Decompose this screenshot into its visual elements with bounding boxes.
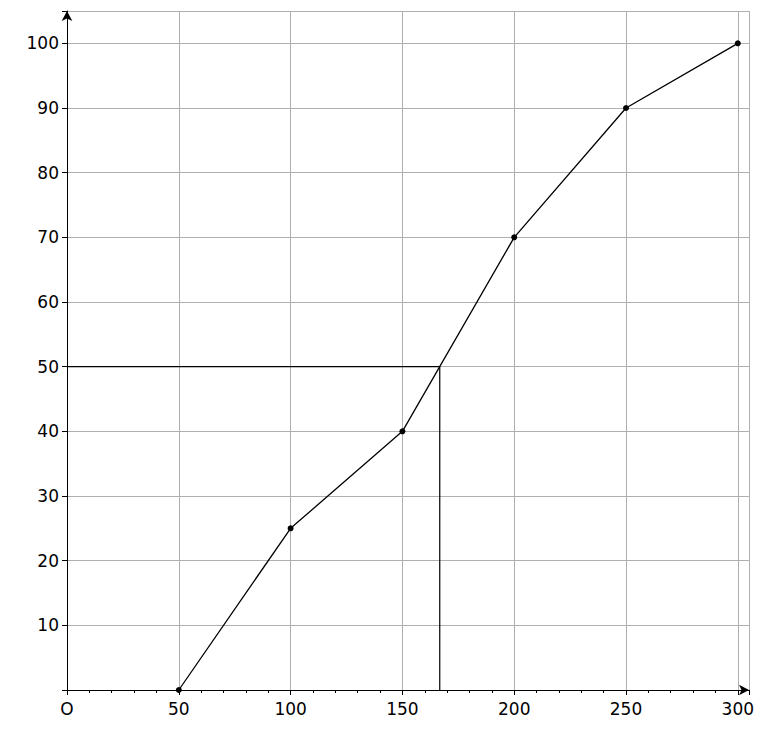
svg-text:300: 300 xyxy=(722,699,754,719)
svg-text:150: 150 xyxy=(386,699,418,719)
svg-text:O: O xyxy=(60,699,73,719)
svg-text:80: 80 xyxy=(37,163,59,183)
svg-text:10: 10 xyxy=(37,615,59,635)
svg-text:30: 30 xyxy=(37,486,59,506)
svg-text:70: 70 xyxy=(37,227,59,247)
svg-text:40: 40 xyxy=(37,421,59,441)
svg-text:200: 200 xyxy=(498,699,530,719)
svg-text:100: 100 xyxy=(274,699,306,719)
svg-text:250: 250 xyxy=(610,699,642,719)
svg-text:50: 50 xyxy=(168,699,190,719)
svg-text:50: 50 xyxy=(37,357,59,377)
svg-text:60: 60 xyxy=(37,292,59,312)
svg-text:20: 20 xyxy=(37,551,59,571)
svg-text:100: 100 xyxy=(27,33,59,53)
svg-text:90: 90 xyxy=(37,98,59,118)
